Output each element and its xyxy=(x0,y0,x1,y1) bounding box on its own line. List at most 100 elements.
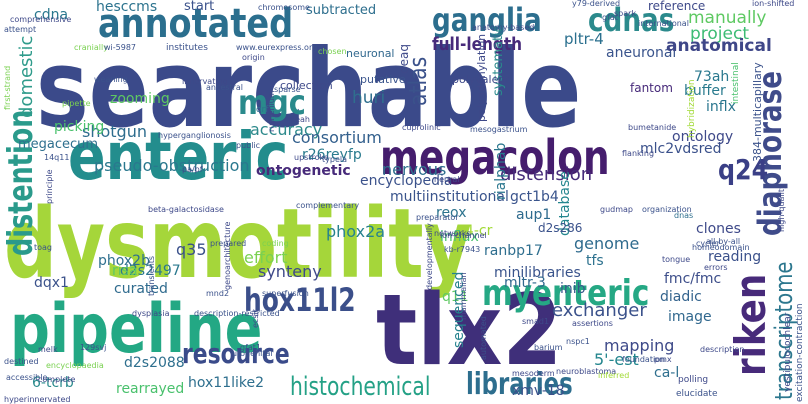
word-origin: origin xyxy=(242,53,265,62)
word-prepared: prepared xyxy=(210,239,247,248)
word-aup1: aup1 xyxy=(516,207,552,223)
word-ruthenium: ruthenium xyxy=(267,90,276,132)
word-principle: principle xyxy=(45,169,54,204)
word-6-tcrb: 6-tcrb xyxy=(32,375,74,391)
word-influx: influx xyxy=(440,229,479,245)
word-chosen: chosen xyxy=(318,47,347,56)
word-mgc: mgc xyxy=(238,83,306,123)
word-curated: curated xyxy=(114,281,168,297)
word-annotated: annotated xyxy=(98,1,294,47)
word-pseudo-obstruction: pseudo-obstruction xyxy=(94,156,250,175)
word-networks: networks xyxy=(434,229,471,238)
word-mesoderm: mesoderm xyxy=(512,369,555,378)
word-gfat1: gfat1 xyxy=(240,343,262,352)
word-excitation-contraction: excitation-contraction xyxy=(795,303,805,402)
word-urogenital: urogenital xyxy=(232,349,273,358)
word-reading: reading xyxy=(708,249,762,265)
word-smad1: smad1 xyxy=(522,317,550,326)
word-risa: risa xyxy=(112,263,138,279)
word-anatomical: anatomical xyxy=(666,36,772,56)
word-errors: errors xyxy=(704,263,728,272)
word-rearrayed: rearrayed xyxy=(116,381,185,397)
word-ganglia: ganglia xyxy=(432,1,542,39)
word-weaning: weaning xyxy=(94,75,128,84)
word-barium: barium xyxy=(534,343,563,352)
word-exchanger: exchanger xyxy=(552,300,647,321)
word-preparator: preparator xyxy=(416,213,459,222)
word-phox2a: phox2a xyxy=(326,222,386,241)
word-zooming: zooming xyxy=(110,91,170,107)
word-q24: q24 xyxy=(718,153,769,186)
word-aneuronal: aneuronal xyxy=(606,45,677,61)
word-clones: clones xyxy=(696,221,741,237)
word-mammalian: mammalian xyxy=(459,272,468,320)
word-comprehensive: comprehensive xyxy=(10,15,72,24)
word-complete: complete xyxy=(38,375,76,384)
word-picking: picking xyxy=(54,119,105,135)
word-inib: inib xyxy=(560,281,586,297)
word-ranbp17: ranbp17 xyxy=(484,243,543,259)
word-ontogenetic: ontogenetic xyxy=(256,163,351,179)
word-neuronal: neuronal xyxy=(346,47,395,60)
word-ion-shifted: ion-shifted xyxy=(752,0,795,8)
word-automated: automated xyxy=(479,316,488,360)
word-multiinstitutional: multiinstitutional xyxy=(390,189,509,205)
word-mesogastrium: mesogastrium xyxy=(470,125,528,134)
word-synteny: synteny xyxy=(258,262,322,281)
word-genoarchitecture: genoarchitecture xyxy=(223,221,232,290)
word-q11: q11 xyxy=(442,289,469,305)
word-tongue: tongue xyxy=(662,255,691,264)
word-vestibulocochlear: vestibulocochlear xyxy=(783,312,793,392)
word-myenteric: myenteric xyxy=(482,273,650,314)
word-domestic: domestic xyxy=(16,35,37,118)
word-description-restricted: description-restricted xyxy=(194,309,280,318)
word-high-quality: high-quality xyxy=(777,184,786,232)
word-hyperganglionosis: hyperganglionosis xyxy=(158,131,231,140)
word-polyvalent: polyvalent xyxy=(452,73,510,86)
word-q35: q35 xyxy=(176,240,207,259)
word-hyperinnervated: hyperinnervated xyxy=(4,395,71,404)
word-inflx: inflx xyxy=(706,99,736,115)
word-transients: transients xyxy=(147,255,156,296)
word-homeodomain: homeodomain xyxy=(692,243,750,252)
word-deah: deah xyxy=(290,115,310,124)
word-first-strand: first-strand xyxy=(3,65,12,110)
word-d2s2088: d2s2088 xyxy=(124,355,185,371)
word-dnas: dnas xyxy=(674,211,694,220)
word-distension: distension xyxy=(500,164,593,185)
word-effort: effort xyxy=(244,248,288,267)
word-cdna: cdna xyxy=(34,7,69,23)
word-hybridization: hybridization xyxy=(687,79,697,138)
word-wi-5987: wi-5987 xyxy=(104,43,137,52)
word-melk: melk xyxy=(38,345,58,354)
word-project: project xyxy=(690,24,750,44)
word-d2s286: d2s286 xyxy=(538,221,583,235)
word-all-by-all: all-by-all xyxy=(706,237,741,246)
word-accessible: accessible xyxy=(6,373,48,382)
word-fmc-fmc: fmc/fmc xyxy=(664,271,722,287)
word-pa-pf: pa/pf xyxy=(182,165,203,174)
word-developmentally: developmentally xyxy=(425,223,434,290)
word-putative: putative xyxy=(360,73,406,86)
word-fantom: fantom xyxy=(630,81,673,95)
word-ontology: ontology xyxy=(672,129,734,145)
word-searchable: searchable xyxy=(36,27,582,152)
word-destined: destined xyxy=(4,357,39,366)
word-d2s2497: d2s2497 xyxy=(120,263,181,279)
word-genome: genome xyxy=(574,234,640,253)
word-toag: toag xyxy=(34,243,53,252)
word-enteric: enteric xyxy=(68,118,289,195)
word-huri: huri xyxy=(352,88,386,108)
word-subtracted: subtracted xyxy=(306,3,377,18)
word-upstroke: upstroke xyxy=(294,153,329,162)
word-innervating: innervating xyxy=(182,77,228,86)
word-cycler: cycler xyxy=(696,239,720,248)
word-14-cr: 14-cr xyxy=(456,223,493,239)
word-gfat: gfat xyxy=(602,13,618,22)
word-buffer: buffer xyxy=(684,83,726,99)
word-deaq: deaq xyxy=(397,44,411,74)
word-r26reyfp: r26reyfp xyxy=(302,147,362,163)
word-consortium: consortium xyxy=(292,128,382,147)
word-129svj: 129svj xyxy=(80,343,107,352)
word-cranially: cranially xyxy=(74,43,108,52)
